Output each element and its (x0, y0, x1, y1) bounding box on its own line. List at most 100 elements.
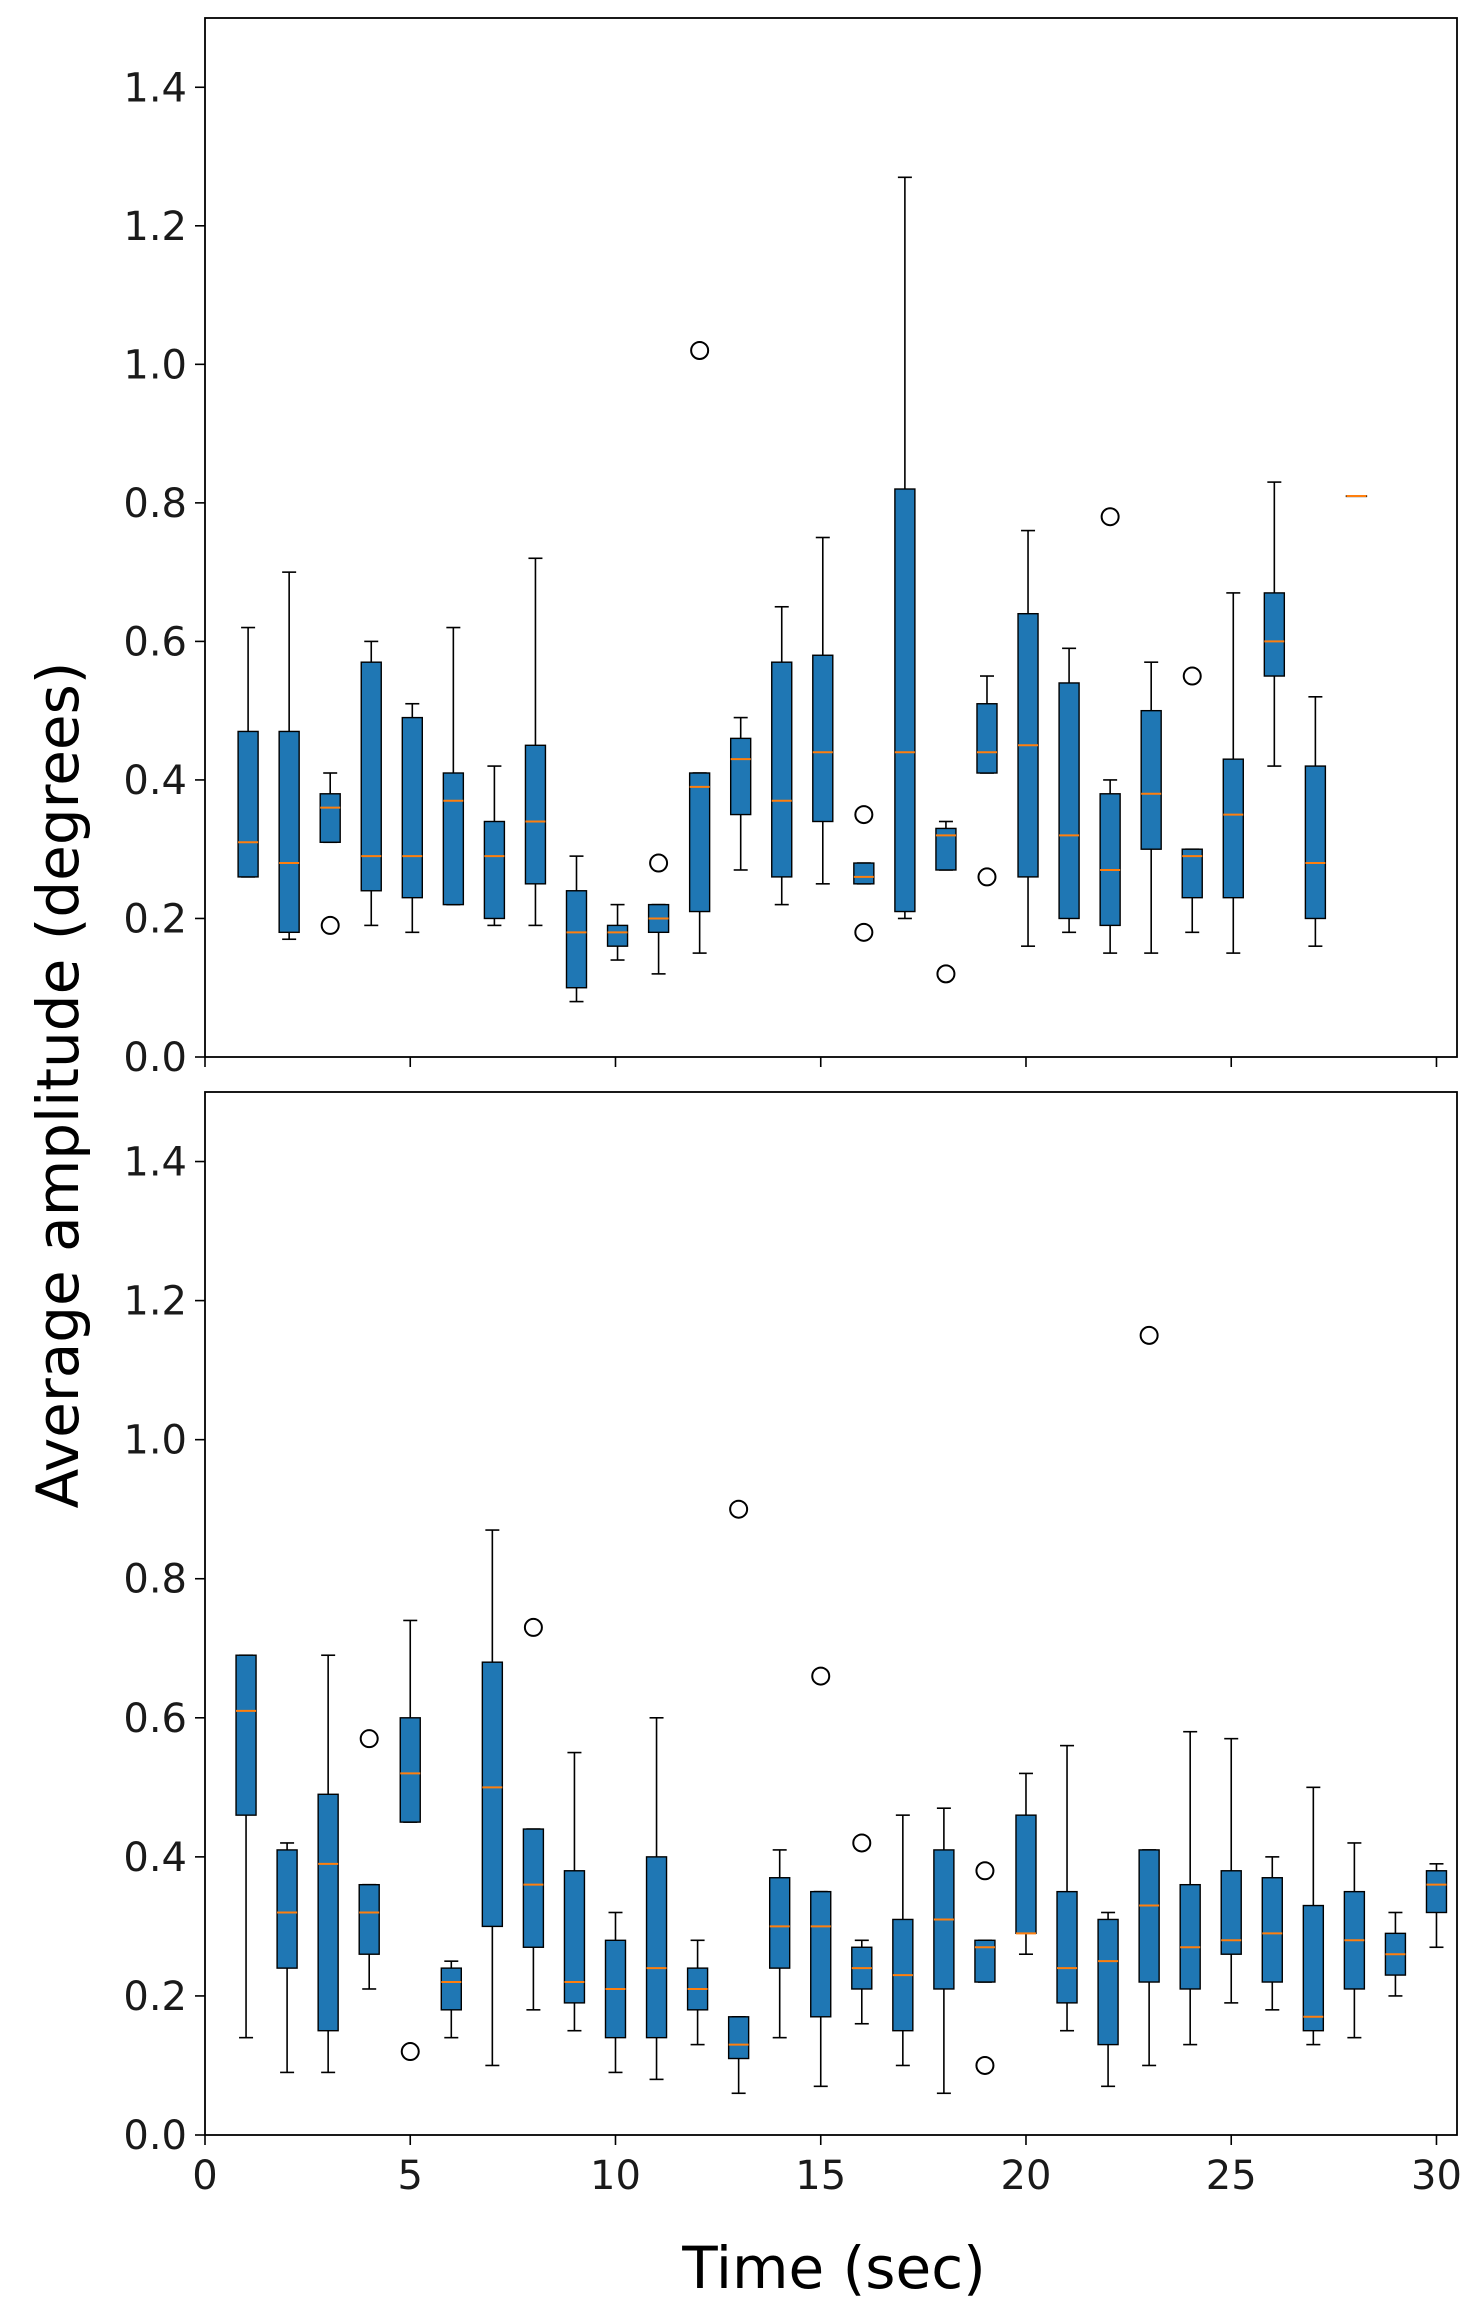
x-tick-label: 5 (398, 2153, 423, 2199)
box-iqr (1425, 1870, 1448, 1914)
box-iqr (688, 772, 711, 913)
box-iqr (483, 820, 506, 920)
outlier-point (729, 1499, 749, 1519)
y-tick-label: 0.8 (123, 481, 187, 527)
outlier-point (359, 1729, 379, 1749)
box-bottom-24 (1179, 1730, 1201, 2046)
box-top-22 (1099, 507, 1121, 954)
x-tick-label: 15 (795, 2153, 846, 2199)
box-top-18 (935, 820, 957, 984)
box-top-10 (606, 903, 629, 961)
y-tick-label: 1.0 (123, 1418, 187, 1464)
plot-frame-bottom (204, 1091, 1458, 2136)
outlier-point (523, 1617, 543, 1637)
x-tick-label: 30 (1411, 2153, 1462, 2199)
box-iqr (1263, 592, 1286, 677)
box-iqr (563, 1870, 586, 2004)
box-iqr (645, 1856, 668, 2039)
outlier-point (400, 2042, 420, 2062)
y-tick-label: 1.0 (123, 342, 187, 388)
box-iqr (1015, 1814, 1037, 1935)
y-tick-label: 0.0 (123, 2113, 187, 2159)
box-bottom-21 (1056, 1744, 1078, 2032)
box-top-1 (237, 626, 259, 878)
box-bottom-8 (522, 1617, 545, 2011)
outlier-point (975, 2055, 995, 2075)
box-bottom-13 (727, 1499, 750, 2095)
box-bottom-9 (563, 1751, 586, 2032)
box-iqr (771, 661, 793, 878)
outlier-point (320, 915, 340, 935)
box-top-24 (1181, 666, 1203, 934)
box-iqr (727, 2016, 750, 2060)
box-top-21 (1058, 647, 1080, 934)
box-top-3 (319, 772, 341, 935)
box-iqr (235, 1654, 257, 1816)
box-bottom-18 (933, 1807, 955, 2095)
box-iqr (440, 1967, 462, 2011)
box-iqr (853, 862, 875, 885)
box-iqr (1261, 1877, 1283, 1983)
box-bottom-7 (481, 1529, 504, 2067)
box-bottom-17 (892, 1814, 914, 2067)
x-tick-label: 10 (590, 2153, 641, 2199)
box-iqr (278, 730, 300, 934)
box-iqr (1099, 793, 1121, 927)
box-iqr (1138, 1849, 1160, 1983)
y-tick-label: 0.6 (123, 1696, 187, 1742)
box-iqr (401, 716, 423, 899)
box-iqr (1056, 1890, 1078, 2004)
box-bottom-22 (1097, 1911, 1119, 2088)
y-axis-title: Average amplitude (degrees) (24, 662, 92, 1509)
box-iqr (360, 661, 382, 892)
box-iqr (522, 1828, 545, 1948)
box-bottom-2 (276, 1842, 298, 2074)
outlier-point (854, 922, 874, 942)
box-iqr (1140, 709, 1162, 850)
box-top-13 (729, 716, 752, 871)
y-tick-label: 0.4 (123, 758, 187, 804)
box-iqr (1302, 1904, 1325, 2032)
box-iqr (894, 488, 916, 913)
outlier-point (649, 853, 669, 873)
y-tick-label: 0.6 (123, 619, 187, 665)
box-bottom-25 (1220, 1737, 1242, 2004)
box-bottom-15 (810, 1666, 832, 2088)
y-tick-label: 1.4 (123, 65, 187, 111)
outlier-point (1139, 1325, 1159, 1345)
y-tick-label: 1.2 (123, 1279, 187, 1325)
box-top-8 (524, 557, 547, 927)
box-top-9 (565, 855, 588, 1003)
box-bottom-29 (1384, 1911, 1407, 1997)
box-top-25 (1222, 592, 1244, 954)
x-tick-label: 0 (192, 2153, 217, 2199)
y-tick-label: 0.8 (123, 1557, 187, 1603)
top-panel: 0.0 0.2 0.4 0.6 0.8 1.0 1.2 1.4 (123, 17, 1458, 1081)
box-iqr (1304, 765, 1327, 920)
box-top-7 (483, 765, 506, 927)
x-tick-label: 25 (1206, 2153, 1257, 2199)
box-bottom-14 (768, 1849, 791, 2039)
box-iqr (974, 1939, 996, 1983)
box-iqr (237, 730, 259, 878)
box-iqr (524, 744, 547, 885)
box-iqr (317, 1793, 339, 2032)
y-tick-label: 0.4 (123, 1835, 187, 1881)
y-tick-label: 1.4 (123, 1140, 187, 1186)
box-top-11 (647, 853, 670, 975)
outlier-point (936, 964, 956, 984)
box-bottom-26 (1261, 1856, 1283, 2011)
outlier-point (1182, 666, 1202, 686)
box-iqr (729, 737, 752, 816)
box-bottom-3 (317, 1654, 339, 2074)
box-iqr (442, 772, 465, 906)
box-bottom-4 (358, 1729, 380, 1990)
outlier-point (977, 867, 997, 887)
box-top-15 (812, 536, 834, 885)
box-top-28 (1345, 494, 1368, 498)
box-iqr (1097, 1918, 1119, 2046)
box-iqr (976, 703, 998, 774)
box-iqr (1058, 682, 1080, 920)
box-bottom-16 (851, 1833, 873, 2025)
box-top-16 (853, 805, 875, 942)
